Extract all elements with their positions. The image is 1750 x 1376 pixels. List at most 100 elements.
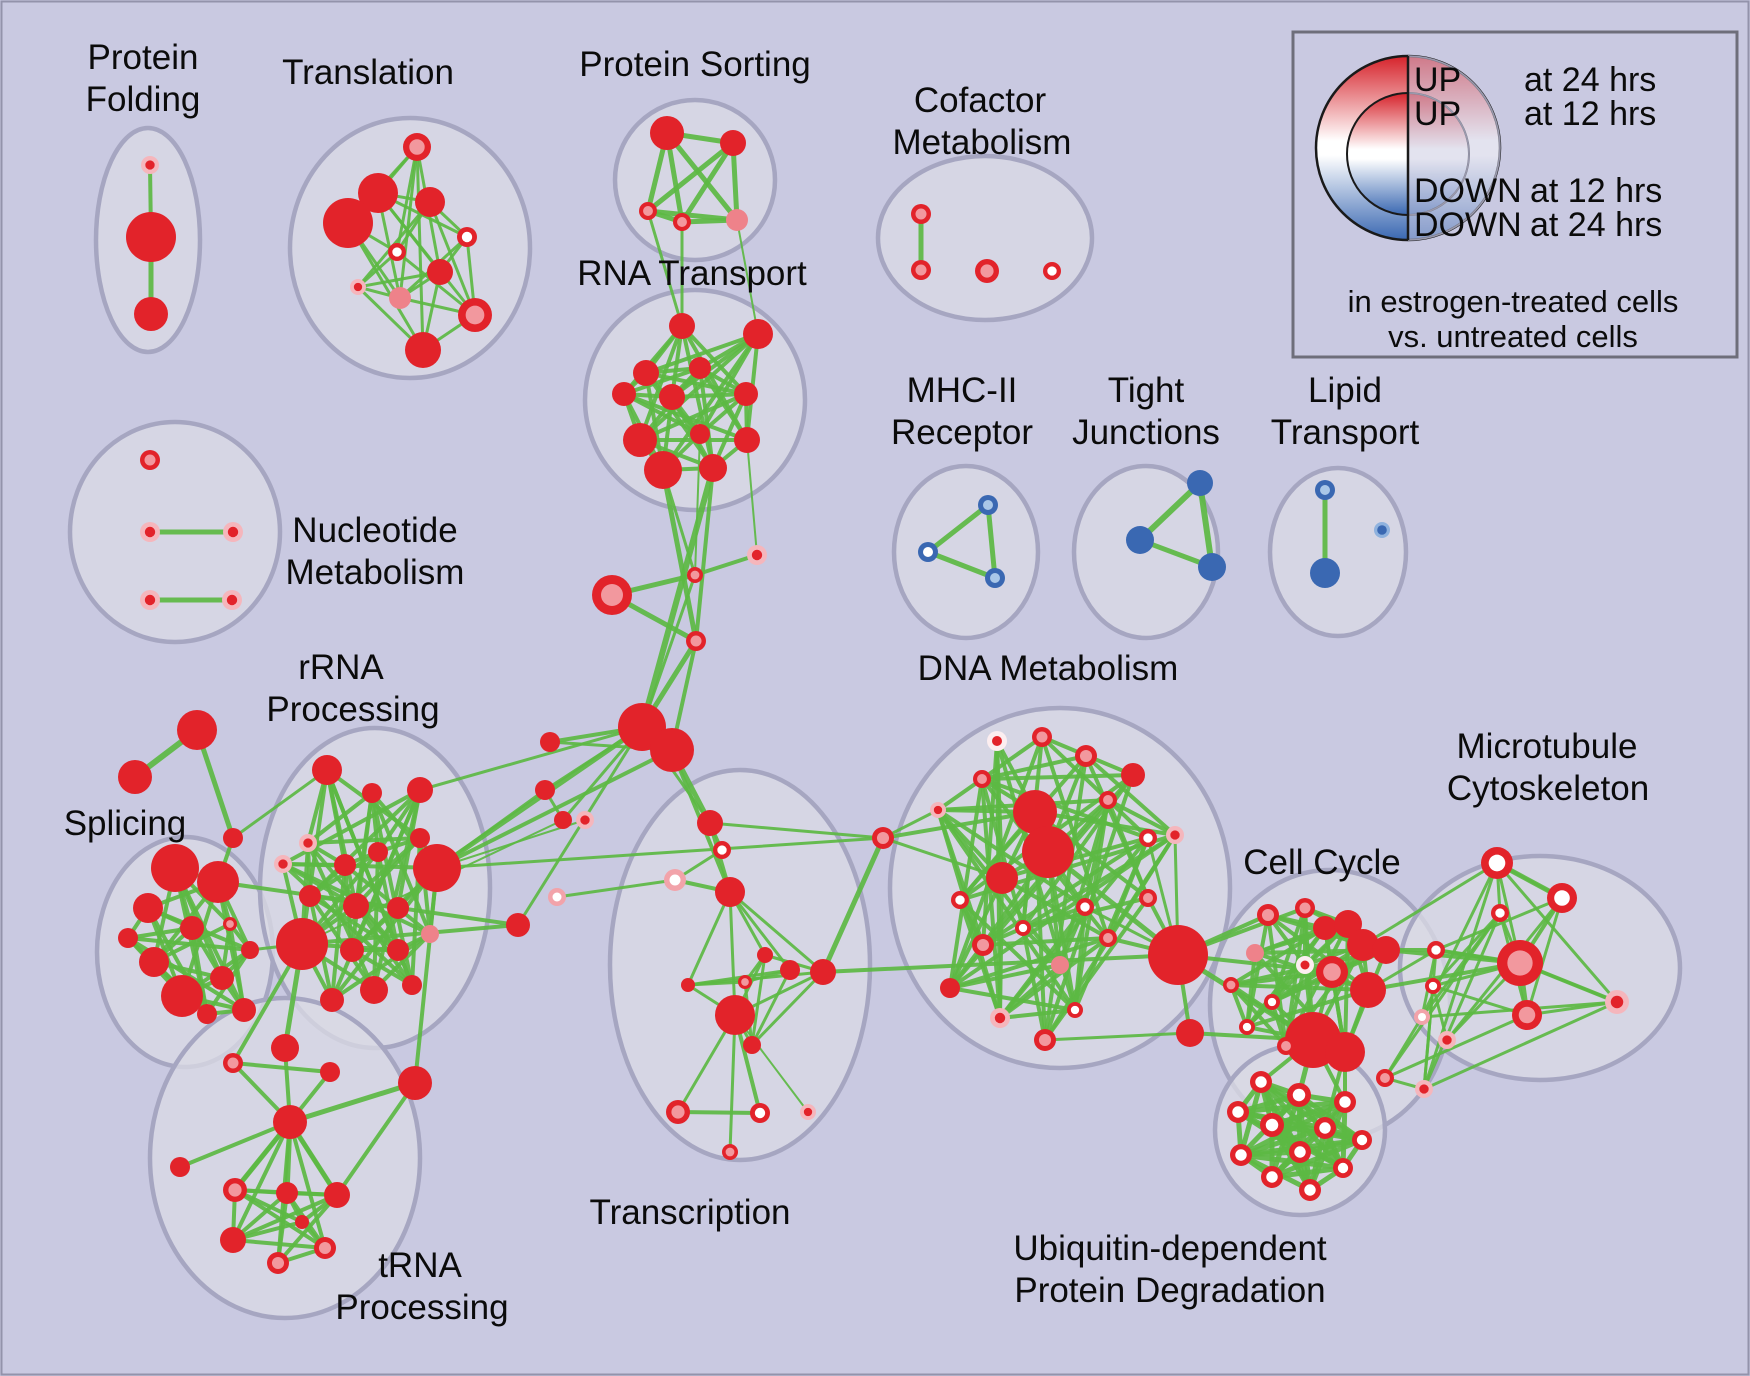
node[interactable] [540,732,560,752]
node[interactable] [780,960,800,980]
node[interactable] [650,116,684,150]
node[interactable] [360,976,388,1004]
node[interactable] [126,212,176,262]
node[interactable] [734,382,758,406]
node[interactable] [1497,940,1543,986]
node[interactable] [633,360,659,386]
node[interactable] [911,260,931,280]
node[interactable] [170,1157,190,1177]
node[interactable] [1296,956,1314,974]
node[interactable] [197,1004,217,1024]
node[interactable] [133,893,163,923]
node[interactable] [1376,1069,1394,1087]
node[interactable] [1414,1009,1430,1025]
node[interactable] [232,998,256,1022]
node[interactable] [223,917,237,931]
node[interactable] [699,454,727,482]
node[interactable] [872,827,894,849]
node[interactable] [140,450,160,470]
node[interactable] [223,828,243,848]
node[interactable] [1250,1071,1272,1093]
node[interactable] [387,897,409,919]
node[interactable] [1139,889,1157,907]
node[interactable] [592,575,632,615]
node[interactable] [118,928,138,948]
node[interactable] [747,545,767,565]
node[interactable] [320,1062,340,1082]
node[interactable] [1415,1080,1433,1098]
node[interactable] [1605,990,1629,1014]
node[interactable] [669,313,695,339]
node[interactable] [1372,936,1400,964]
node[interactable] [750,1103,770,1123]
node[interactable] [1334,1091,1356,1113]
node[interactable] [1314,1117,1336,1139]
node[interactable] [1438,1031,1456,1049]
node[interactable] [389,287,411,309]
node[interactable] [1043,262,1061,280]
node[interactable] [358,173,398,213]
node[interactable] [686,631,706,651]
node[interactable] [720,130,746,156]
node[interactable] [1176,1019,1204,1047]
node[interactable] [1277,1037,1295,1055]
node[interactable] [1257,904,1279,926]
node[interactable] [180,916,204,940]
node[interactable] [697,810,723,836]
node[interactable] [1076,898,1094,916]
node[interactable] [350,279,366,295]
node[interactable] [1313,916,1337,940]
node[interactable] [1491,904,1509,922]
node[interactable] [324,1182,350,1208]
node[interactable] [398,1066,432,1100]
node[interactable] [1481,847,1513,879]
node[interactable] [1032,727,1052,747]
node[interactable] [1223,977,1239,993]
node[interactable] [220,1227,246,1253]
node[interactable] [743,319,773,349]
node[interactable] [118,760,152,794]
node[interactable] [223,1178,247,1202]
node[interactable] [506,913,530,937]
node[interactable] [810,959,836,985]
node[interactable] [1350,972,1386,1008]
node[interactable] [1067,1002,1083,1018]
node[interactable] [918,542,938,562]
node[interactable] [368,842,388,862]
node[interactable] [402,975,422,995]
node[interactable] [973,770,991,788]
node[interactable] [1315,480,1335,500]
node[interactable] [1022,826,1074,878]
node[interactable] [911,204,931,224]
node[interactable] [986,862,1018,894]
node[interactable] [405,332,441,368]
node[interactable] [1099,929,1117,947]
node[interactable] [978,495,998,515]
node[interactable] [951,891,969,909]
node[interactable] [312,755,342,785]
node[interactable] [1261,1166,1283,1188]
node[interactable] [975,259,999,283]
node[interactable] [1334,910,1362,938]
node[interactable] [1239,1019,1255,1035]
node[interactable] [407,777,433,803]
node[interactable] [1166,826,1184,844]
node[interactable] [659,384,685,410]
node[interactable] [738,975,752,989]
node[interactable] [722,1144,738,1160]
node[interactable] [1287,1083,1311,1107]
node[interactable] [990,1008,1010,1028]
node[interactable] [267,1252,289,1274]
node[interactable] [639,202,657,220]
node[interactable] [314,1237,336,1259]
node[interactable] [140,522,160,542]
node[interactable] [1075,745,1097,767]
node[interactable] [223,522,243,542]
node[interactable] [1295,898,1315,918]
node[interactable] [139,947,169,977]
node[interactable] [713,841,731,859]
node[interactable] [299,834,317,852]
node[interactable] [273,1105,307,1139]
node[interactable] [687,567,703,583]
node[interactable] [1013,790,1057,834]
